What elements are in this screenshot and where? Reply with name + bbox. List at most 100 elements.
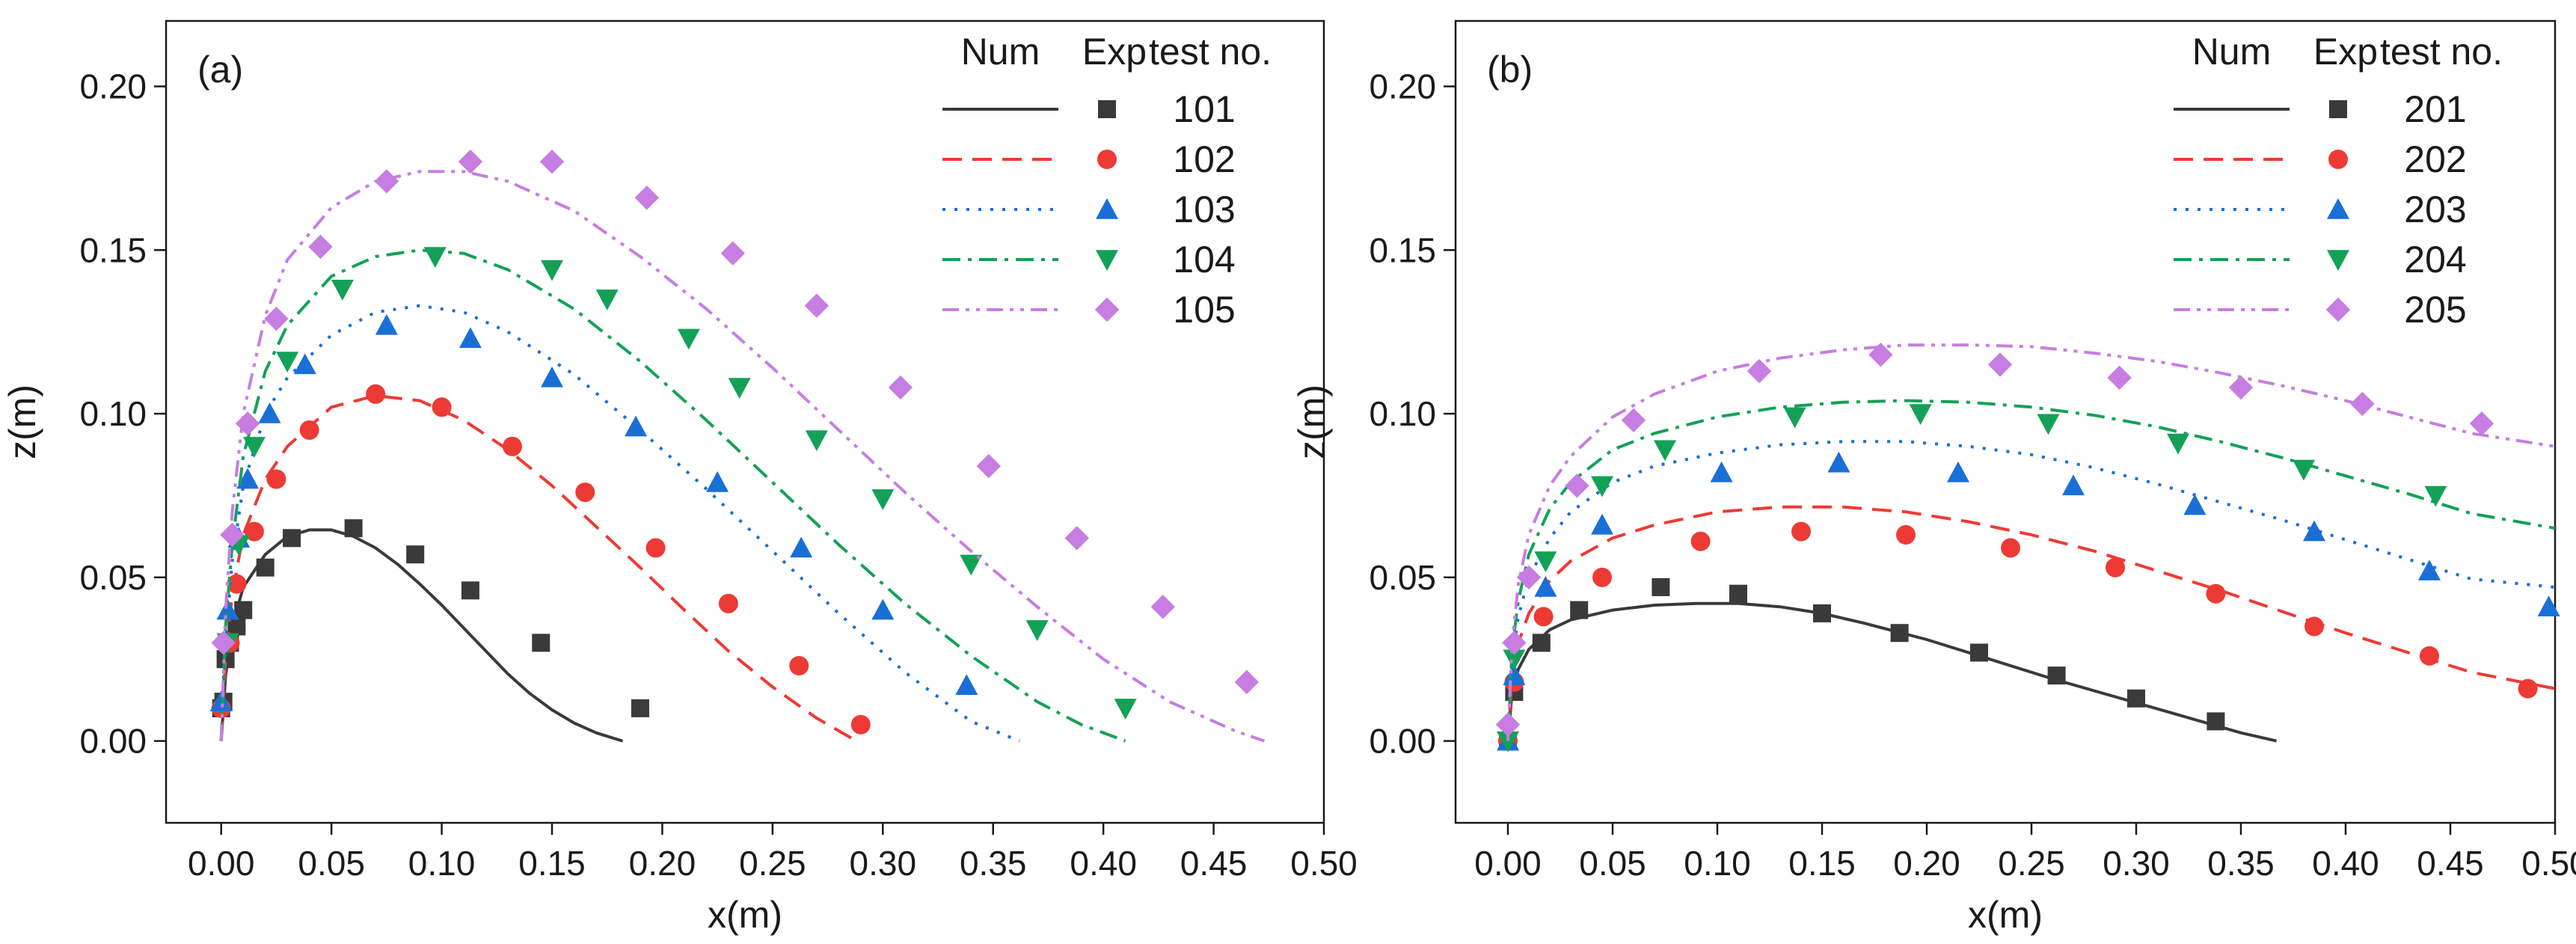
legend-marker-205 xyxy=(2325,297,2351,322)
exp-point-103 xyxy=(955,674,978,695)
exp-point-201 xyxy=(1970,643,1988,662)
x-tick-label: 0.35 xyxy=(960,844,1027,883)
exp-point-104 xyxy=(1114,699,1137,720)
legend-header-num: Num xyxy=(2192,31,2272,73)
x-axis-label: x(m) xyxy=(708,894,782,936)
x-tick-label: 0.05 xyxy=(1579,844,1646,883)
exp-point-102 xyxy=(299,420,319,440)
exp-point-103 xyxy=(375,313,398,335)
exp-point-104 xyxy=(728,378,751,399)
legend-marker-204 xyxy=(2327,250,2349,271)
panel-b: 0.00 0.05 0.10 0.15 0.20 0.25 0.30 0.35 0.40 0.45… xyxy=(1291,19,2576,936)
exp-point-202 xyxy=(2001,538,2020,558)
x-tick-label: 0.35 xyxy=(2207,844,2275,883)
exp-point-202 xyxy=(1791,521,1811,542)
legend-marker-102 xyxy=(1097,150,1117,169)
exp-point-204 xyxy=(1503,649,1526,671)
exp-point-203 xyxy=(2537,595,2560,616)
x-tick-label: 0.15 xyxy=(518,844,586,883)
exp-point-103 xyxy=(871,598,895,620)
y-tick-label: 0.20 xyxy=(79,67,147,106)
exp-point-201 xyxy=(1890,624,1909,643)
exp-point-103 xyxy=(706,471,729,492)
exp-point-201 xyxy=(1570,601,1589,619)
exp-point-105 xyxy=(720,241,745,266)
exp-point-102 xyxy=(366,384,386,404)
exp-point-103 xyxy=(459,327,482,349)
x-tick-label: 0.50 xyxy=(2521,844,2576,883)
exp-point-201 xyxy=(1652,577,1670,596)
legend-label-205: 205 xyxy=(2404,289,2466,331)
x-tick-label: 0.40 xyxy=(2312,844,2379,883)
exp-point-105 xyxy=(308,234,333,260)
exp-point-102 xyxy=(502,436,522,456)
exp-point-105 xyxy=(888,375,913,400)
exp-point-101 xyxy=(283,529,301,548)
exp-point-101 xyxy=(344,519,363,538)
series-204 xyxy=(1497,399,2555,753)
legend-header-test-no: test no. xyxy=(2380,31,2503,73)
exp-point-201 xyxy=(1813,604,1831,622)
x-tick-label: 0.00 xyxy=(1474,844,1542,883)
exp-point-103 xyxy=(236,468,260,489)
exp-point-102 xyxy=(789,655,809,675)
x-tick-label: 0.00 xyxy=(188,844,255,883)
x-tick-label: 0.10 xyxy=(1684,844,1751,883)
exp-point-205 xyxy=(2350,391,2375,417)
exp-point-205 xyxy=(2469,411,2494,436)
y-tick-label: 0.15 xyxy=(79,230,147,269)
exp-point-202 xyxy=(2304,616,2324,637)
exp-point-205 xyxy=(1868,343,1893,367)
exp-point-205 xyxy=(1502,631,1527,655)
exp-point-203 xyxy=(1710,461,1733,482)
x-tick-label: 0.30 xyxy=(2103,844,2170,883)
exp-point-103 xyxy=(790,536,813,558)
panel-label: (b) xyxy=(1487,49,1533,91)
num-line-204 xyxy=(1506,399,2555,741)
exp-point-203 xyxy=(1503,664,1526,685)
y-tick-label: 0.00 xyxy=(1369,722,1436,761)
exp-point-204 xyxy=(1497,731,1519,753)
exp-point-201 xyxy=(1532,634,1551,652)
legend-marker-203 xyxy=(2327,198,2349,219)
num-line-101 xyxy=(219,528,623,743)
series-105 xyxy=(211,149,1266,743)
exp-point-104 xyxy=(541,260,563,281)
y-axis-label: z(m) xyxy=(1291,384,1333,459)
exp-point-101 xyxy=(461,581,479,600)
exp-point-104 xyxy=(276,352,299,373)
x-tick-label: 0.30 xyxy=(850,844,917,883)
legend-label-103: 103 xyxy=(1173,189,1235,230)
x-tick-label: 0.25 xyxy=(1998,844,2065,883)
legend-header-test-no: test no. xyxy=(1149,31,1272,73)
exp-point-105 xyxy=(374,169,399,194)
exp-point-203 xyxy=(2062,474,2085,496)
x-tick-label: 0.45 xyxy=(1180,844,1248,883)
series-103 xyxy=(209,304,1020,743)
legend-marker-105 xyxy=(1094,297,1120,322)
exp-point-203 xyxy=(1534,575,1557,597)
exp-point-102 xyxy=(718,593,738,613)
legend-label-201: 201 xyxy=(2404,88,2466,130)
exp-point-202 xyxy=(2420,646,2439,666)
exp-point-103 xyxy=(258,402,281,423)
exp-point-201 xyxy=(2207,712,2225,731)
panel-label: (a) xyxy=(197,49,243,91)
exp-point-101 xyxy=(406,545,425,564)
plot-frame xyxy=(165,19,1325,824)
exp-point-203 xyxy=(2303,520,2325,542)
series-203 xyxy=(1497,440,2560,751)
exp-point-202 xyxy=(2106,557,2125,577)
exp-point-205 xyxy=(1987,352,2013,377)
exp-point-101 xyxy=(234,601,253,619)
exp-point-104 xyxy=(677,328,700,350)
exp-point-203 xyxy=(1947,461,1969,482)
legend-label-105: 105 xyxy=(1173,289,1235,331)
x-tick-label: 0.20 xyxy=(629,844,696,883)
x-tick-label: 0.45 xyxy=(2417,844,2484,883)
exp-point-104 xyxy=(242,437,266,458)
exp-point-205 xyxy=(1621,408,1646,433)
x-tick-label: 0.40 xyxy=(1070,844,1137,883)
exp-point-104 xyxy=(423,247,447,269)
exp-point-202 xyxy=(1592,567,1612,587)
